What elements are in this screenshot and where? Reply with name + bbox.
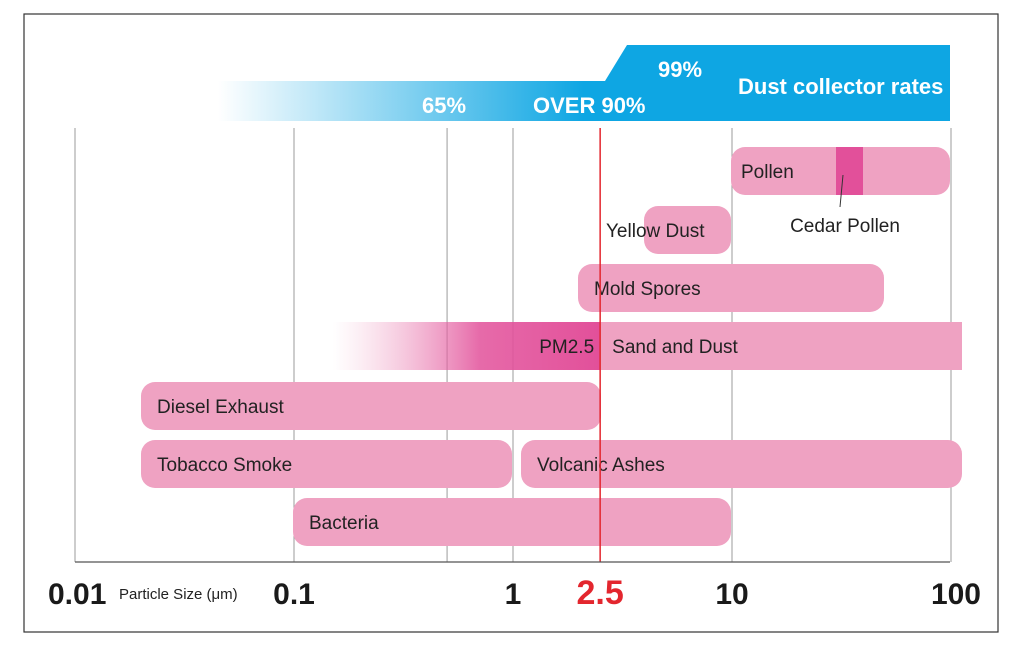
bar-volcanic-ashes: Volcanic Ashes (521, 440, 962, 488)
bar-mold-spores-label: Mold Spores (594, 279, 701, 300)
particle-bars: Pollen Yellow Dust Mold Spores Sand and Dus… (141, 147, 962, 546)
collector-rate-65: 65% (422, 93, 466, 118)
x-tick-label-100: 100 (931, 578, 981, 611)
pm25-gradient-bar (332, 322, 601, 370)
bar-diesel-exhaust-label: Diesel Exhaust (157, 397, 284, 418)
bar-tobacco-smoke-shape (141, 440, 512, 488)
bar-diesel-exhaust-shape (141, 382, 601, 430)
x-tick-label-0-1: 0.1 (273, 578, 315, 611)
chart-frame (23, 13, 999, 633)
pm25-label: PM2.5 (539, 337, 594, 358)
bar-tobacco-smoke-label: Tobacco Smoke (157, 455, 292, 476)
x-tick-label-10: 10 (715, 578, 748, 611)
x-axis-label: Particle Size (μm) (119, 586, 238, 603)
collector-rate-over-90: OVER 90% (533, 93, 646, 118)
x-tick-label-2-5: 2.5 (577, 574, 624, 612)
bar-mold-spores-shape (578, 264, 884, 312)
bar-bacteria-shape (293, 498, 731, 546)
collector-rates-title: Dust collector rates (738, 74, 943, 99)
collector-rate-band: 65% OVER 90% 99% Dust collector rates (218, 45, 950, 121)
bar-yellow-dust-shape (644, 206, 731, 254)
bar-sand-and-dust-label: Sand and Dust (612, 337, 738, 358)
bar-sand-and-dust: Sand and Dust (600, 322, 962, 370)
pm25-range: PM2.5 (332, 322, 601, 370)
cedar-pollen-range: Cedar Pollen (790, 147, 900, 237)
cedar-pollen-leader (839, 174, 844, 208)
bar-bacteria-label: Bacteria (309, 513, 379, 534)
bar-mold-spores: Mold Spores (578, 264, 884, 312)
bar-volcanic-ashes-label: Volcanic Ashes (537, 455, 665, 476)
collector-rate-band-shape (218, 45, 950, 121)
bar-pollen-label: Pollen (741, 162, 794, 183)
bar-yellow-dust-label: Yellow Dust (606, 221, 705, 242)
cedar-pollen-label: Cedar Pollen (790, 216, 900, 237)
bar-yellow-dust: Yellow Dust (606, 206, 731, 254)
bar-bacteria: Bacteria (293, 498, 731, 546)
cedar-pollen-bar (836, 147, 863, 195)
x-tick-label-0-01: 0.01 (48, 578, 106, 611)
bar-volcanic-ashes-shape (521, 440, 962, 488)
bar-sand-and-dust-shape (600, 322, 962, 370)
x-axis-ticks: 0.01 0.1 1 2.5 10 100 (48, 574, 981, 612)
bar-tobacco-smoke: Tobacco Smoke (141, 440, 512, 488)
bar-diesel-exhaust: Diesel Exhaust (141, 382, 601, 430)
x-tick-label-1: 1 (505, 578, 522, 611)
collector-rate-99: 99% (658, 57, 702, 82)
